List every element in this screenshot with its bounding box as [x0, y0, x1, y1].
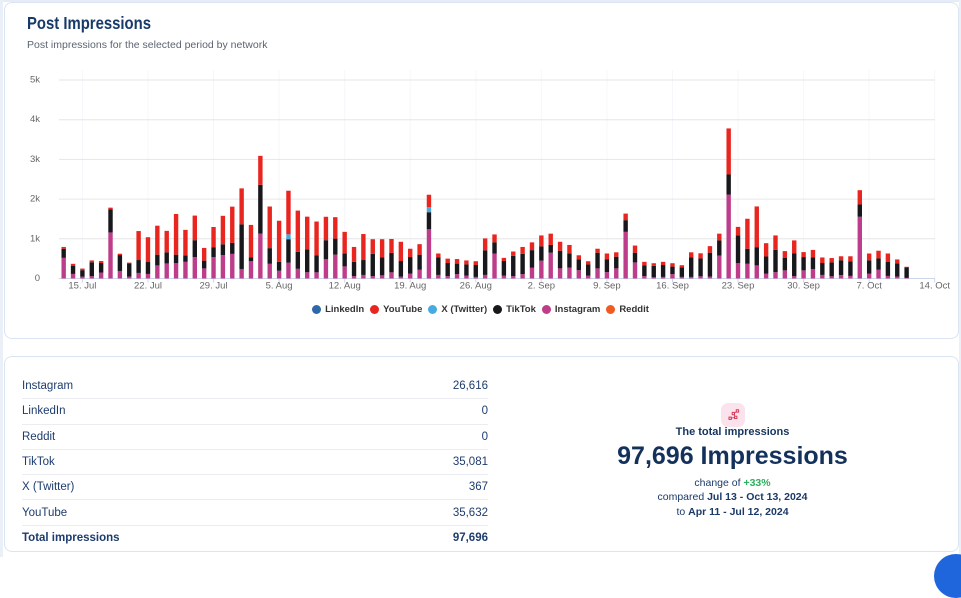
svg-text:15. Jul: 15. Jul [68, 281, 96, 292]
svg-text:0: 0 [35, 273, 40, 284]
svg-text:9. Sep: 9. Sep [593, 281, 620, 292]
svg-text:14. Oct: 14. Oct [919, 281, 950, 292]
svg-text:1k: 1k [30, 233, 40, 244]
svg-text:4k: 4k [30, 114, 40, 125]
svg-text:12. Aug: 12. Aug [329, 281, 361, 292]
svg-text:22. Jul: 22. Jul [134, 281, 162, 292]
svg-text:2. Sep: 2. Sep [528, 281, 555, 292]
svg-text:26. Aug: 26. Aug [460, 281, 492, 292]
svg-text:3k: 3k [30, 154, 40, 165]
svg-text:19. Aug: 19. Aug [394, 281, 426, 292]
svg-text:30. Sep: 30. Sep [787, 281, 820, 292]
svg-text:29. Jul: 29. Jul [200, 281, 228, 292]
svg-text:5. Aug: 5. Aug [266, 281, 293, 292]
svg-text:23. Sep: 23. Sep [722, 281, 755, 292]
svg-text:16. Sep: 16. Sep [656, 281, 689, 292]
svg-text:2k: 2k [30, 194, 40, 205]
svg-text:7. Oct: 7. Oct [857, 281, 883, 292]
svg-text:5k: 5k [30, 75, 40, 86]
